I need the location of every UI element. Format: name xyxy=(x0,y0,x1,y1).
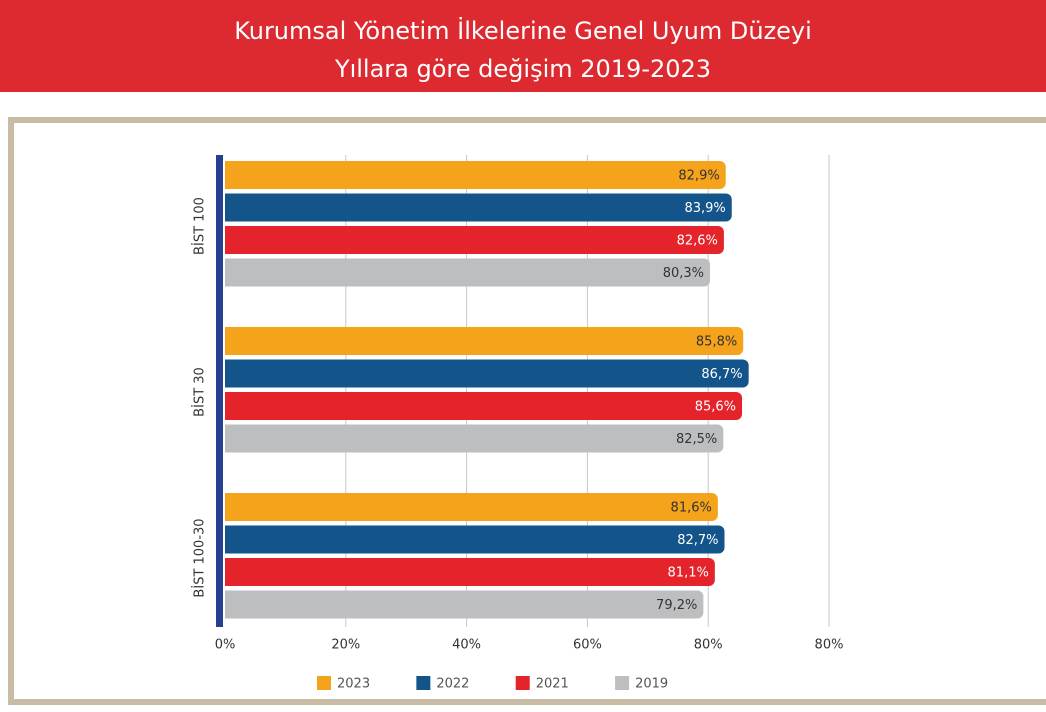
legend-swatch xyxy=(317,676,331,690)
chart-subtitle: Yıllara göre değişim 2019-2023 xyxy=(334,55,711,83)
legend-label: 2021 xyxy=(536,677,569,692)
bar-left-fill xyxy=(225,161,235,189)
category-axis xyxy=(216,155,223,627)
value-label: 86,7% xyxy=(701,367,742,382)
bar xyxy=(225,258,711,287)
x-tick-label: 80% xyxy=(815,638,844,653)
x-tick-label: 20% xyxy=(331,638,360,653)
value-label: 85,8% xyxy=(696,335,737,350)
bar-left-fill xyxy=(225,258,235,287)
bar xyxy=(225,161,726,189)
header-band xyxy=(0,0,1046,92)
bar xyxy=(225,392,743,420)
legend-label: 2023 xyxy=(337,677,370,692)
x-tick-label: 60% xyxy=(573,638,602,653)
bar xyxy=(225,558,715,586)
bar-left-fill xyxy=(225,226,235,254)
value-label: 85,6% xyxy=(695,400,736,415)
bar-left-fill xyxy=(225,590,235,619)
x-tick-label: 0% xyxy=(215,638,236,653)
bar xyxy=(225,590,704,619)
category-label: BİST 100-30 xyxy=(192,518,208,597)
bar xyxy=(225,424,724,453)
bar xyxy=(225,525,725,554)
legend-swatch xyxy=(615,676,630,690)
value-label: 82,6% xyxy=(677,234,718,249)
bar xyxy=(225,327,744,355)
legend-label: 2019 xyxy=(635,677,668,692)
value-label: 82,9% xyxy=(678,169,719,184)
x-tick-label: 40% xyxy=(452,638,481,653)
category-label: BİST 100 xyxy=(192,197,208,255)
legend-label: 2022 xyxy=(436,677,469,692)
bar-left-fill xyxy=(225,525,235,554)
bar xyxy=(225,193,732,222)
bar-left-fill xyxy=(225,493,235,521)
value-label: 79,2% xyxy=(656,598,697,613)
bar-left-fill xyxy=(225,359,235,388)
bar-left-fill xyxy=(225,327,235,355)
bar xyxy=(225,493,718,521)
bar-left-fill xyxy=(225,193,235,222)
x-tick-label: 80% xyxy=(694,638,723,653)
bar xyxy=(225,359,749,388)
legend-swatch xyxy=(416,676,431,690)
bar-left-fill xyxy=(225,558,235,586)
bar-left-fill xyxy=(225,424,235,453)
legend-swatch xyxy=(515,676,530,690)
category-label: BİST 30 xyxy=(192,367,208,417)
chart-title: Kurumsal Yönetim İlkelerine Genel Uyum D… xyxy=(234,16,812,45)
bar xyxy=(225,226,724,254)
value-label: 80,3% xyxy=(663,266,704,281)
value-label: 81,1% xyxy=(668,566,709,581)
value-label: 81,6% xyxy=(671,501,712,516)
value-label: 83,9% xyxy=(684,201,725,216)
value-label: 82,5% xyxy=(676,432,717,447)
value-label: 82,7% xyxy=(677,533,718,548)
bar-left-fill xyxy=(225,392,235,420)
